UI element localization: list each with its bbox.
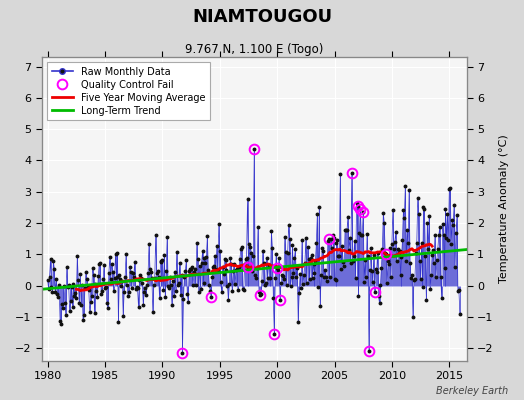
Text: NIAMTOUGOU: NIAMTOUGOU: [192, 8, 332, 26]
Text: Berkeley Earth: Berkeley Earth: [436, 386, 508, 396]
Y-axis label: Temperature Anomaly (°C): Temperature Anomaly (°C): [499, 134, 509, 283]
Title: 9.767 N, 1.100 E (Togo): 9.767 N, 1.100 E (Togo): [185, 43, 323, 56]
Legend: Raw Monthly Data, Quality Control Fail, Five Year Moving Average, Long-Term Tren: Raw Monthly Data, Quality Control Fail, …: [47, 62, 210, 120]
